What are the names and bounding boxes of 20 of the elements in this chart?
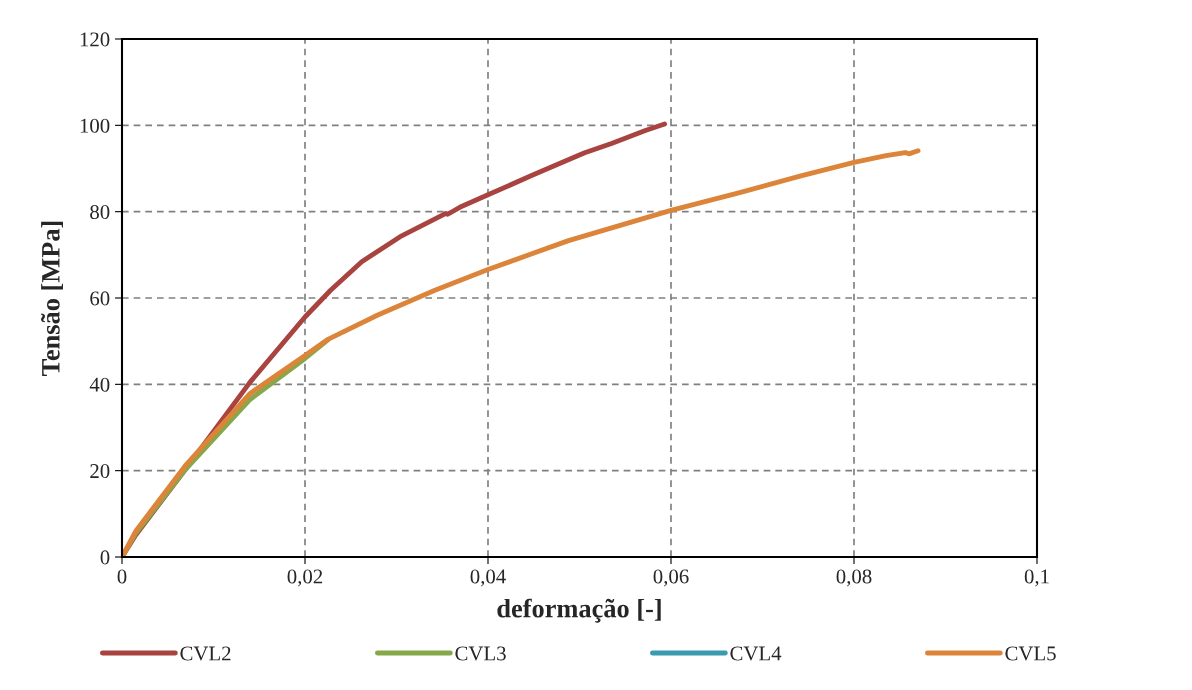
x-tick-label: 0,06 bbox=[653, 569, 689, 587]
x-tick-label: 0,02 bbox=[287, 569, 323, 587]
y-tick-label: 0 bbox=[100, 550, 110, 565]
x-tick-label: 0,04 bbox=[470, 569, 506, 587]
x-tick-label: 0 bbox=[117, 569, 127, 584]
line-series bbox=[122, 148, 921, 557]
y-tick-label: 120 bbox=[80, 32, 110, 47]
x-axis-title: deformação [-] bbox=[497, 598, 661, 623]
y-tick-label: 80 bbox=[90, 205, 110, 220]
y-tick-label: 100 bbox=[80, 118, 110, 133]
x-tick-label: 0,08 bbox=[836, 569, 872, 587]
legend-label: CVL4 bbox=[730, 646, 782, 661]
y-axis-title: Tensão [MPa] bbox=[41, 221, 63, 376]
y-tick-label: 20 bbox=[90, 464, 110, 479]
legend-label: CVL3 bbox=[455, 646, 506, 661]
legend-label: CVL5 bbox=[1005, 646, 1056, 661]
x-tick-label: 0,1 bbox=[1024, 569, 1049, 587]
y-tick-label: 60 bbox=[90, 291, 110, 306]
legend-label: CVL2 bbox=[180, 646, 231, 661]
y-tick-label: 40 bbox=[89, 377, 110, 392]
